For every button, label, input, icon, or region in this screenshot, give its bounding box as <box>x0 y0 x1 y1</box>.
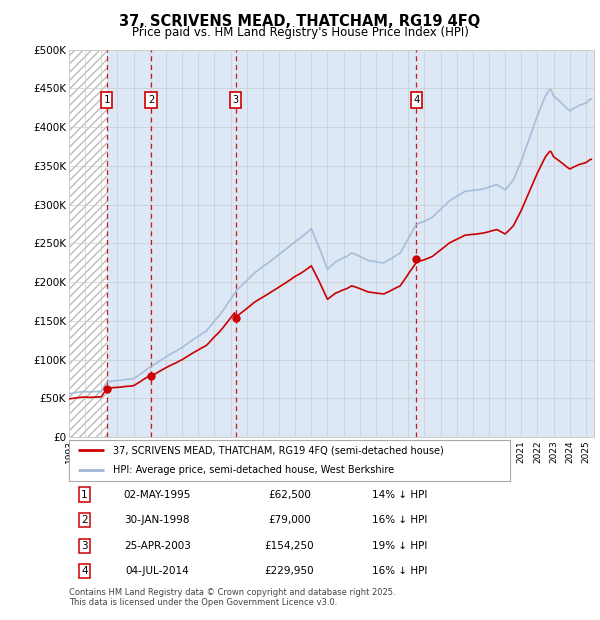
Bar <box>107 50 594 437</box>
Text: £62,500: £62,500 <box>268 490 311 500</box>
Text: 2: 2 <box>81 515 88 525</box>
Text: 16% ↓ HPI: 16% ↓ HPI <box>372 515 427 525</box>
Text: 30-JAN-1998: 30-JAN-1998 <box>124 515 190 525</box>
Text: 1: 1 <box>104 95 110 105</box>
Text: 14% ↓ HPI: 14% ↓ HPI <box>372 490 427 500</box>
Text: 25-APR-2003: 25-APR-2003 <box>124 541 191 551</box>
Text: 37, SCRIVENS MEAD, THATCHAM, RG19 4FQ (semi-detached house): 37, SCRIVENS MEAD, THATCHAM, RG19 4FQ (s… <box>113 445 444 455</box>
Text: £79,000: £79,000 <box>268 515 311 525</box>
Text: 19% ↓ HPI: 19% ↓ HPI <box>372 541 427 551</box>
Text: 1: 1 <box>81 490 88 500</box>
Text: 3: 3 <box>81 541 88 551</box>
Text: £154,250: £154,250 <box>265 541 314 551</box>
Text: 16% ↓ HPI: 16% ↓ HPI <box>372 566 427 576</box>
Text: 37, SCRIVENS MEAD, THATCHAM, RG19 4FQ: 37, SCRIVENS MEAD, THATCHAM, RG19 4FQ <box>119 14 481 29</box>
Bar <box>69 50 107 437</box>
Text: Price paid vs. HM Land Registry's House Price Index (HPI): Price paid vs. HM Land Registry's House … <box>131 26 469 39</box>
Text: 4: 4 <box>81 566 88 576</box>
Text: 02-MAY-1995: 02-MAY-1995 <box>124 490 191 500</box>
Text: Contains HM Land Registry data © Crown copyright and database right 2025.
This d: Contains HM Land Registry data © Crown c… <box>69 588 395 607</box>
Text: £229,950: £229,950 <box>265 566 314 576</box>
Text: 4: 4 <box>413 95 419 105</box>
Text: HPI: Average price, semi-detached house, West Berkshire: HPI: Average price, semi-detached house,… <box>113 466 394 476</box>
Text: 3: 3 <box>233 95 239 105</box>
Text: 04-JUL-2014: 04-JUL-2014 <box>125 566 189 576</box>
Text: 2: 2 <box>148 95 154 105</box>
